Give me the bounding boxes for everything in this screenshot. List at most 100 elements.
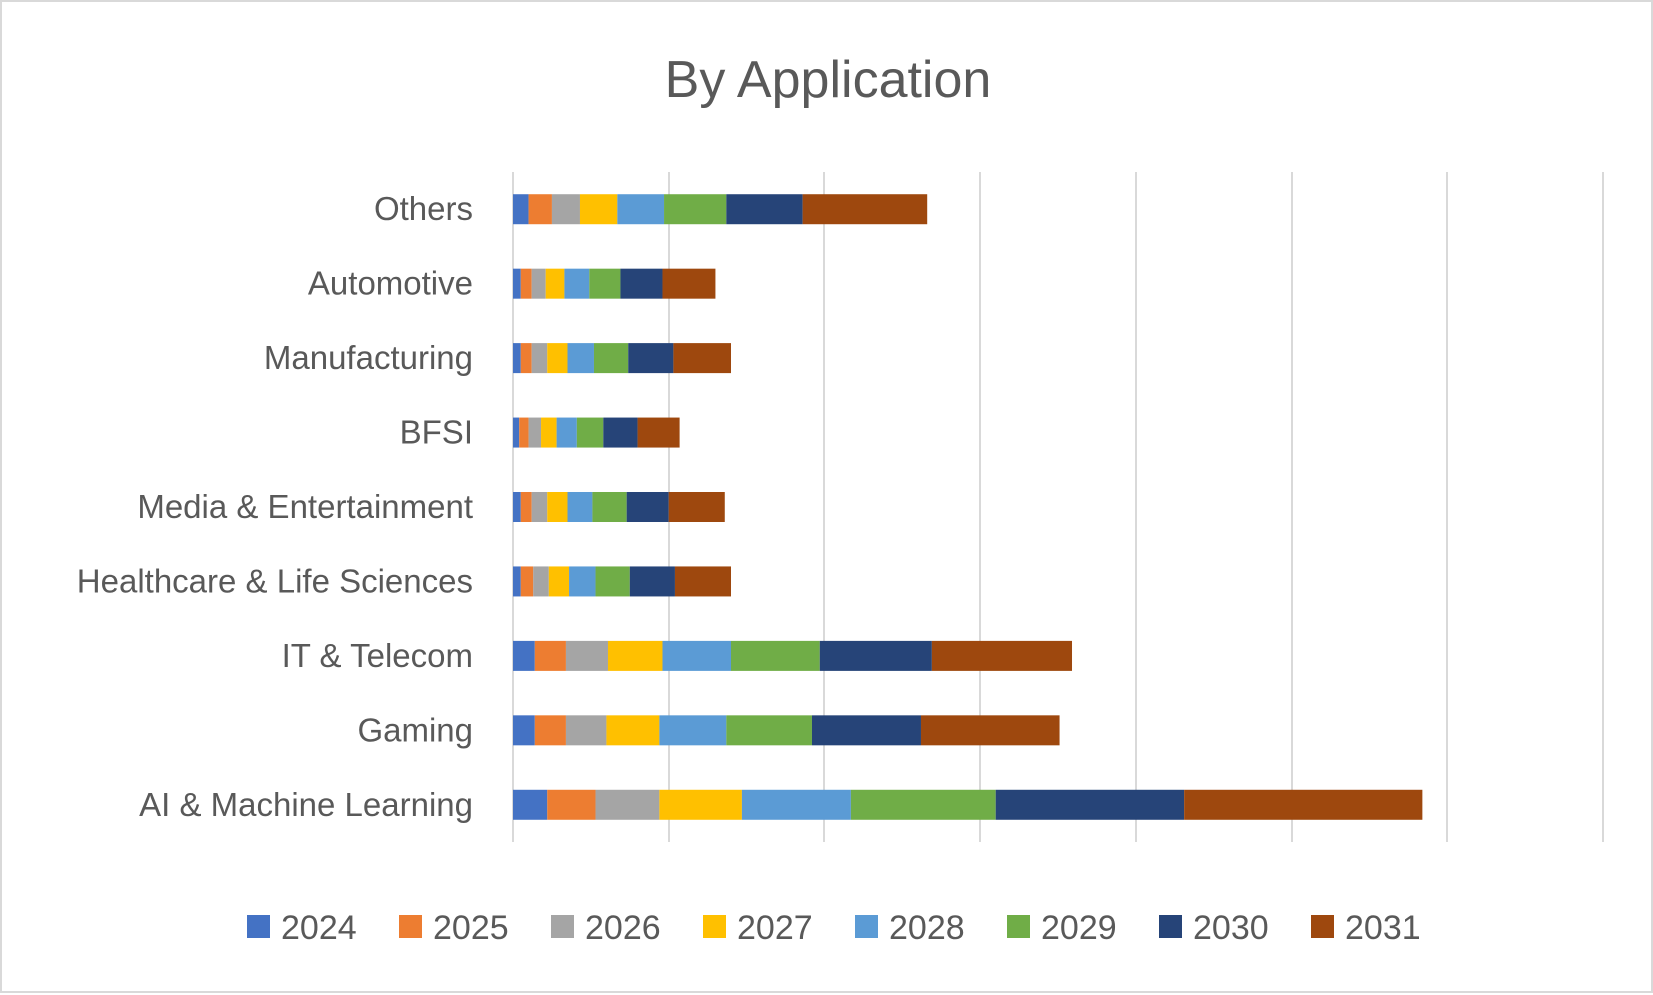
legend: 2024 2025 2026 2027 2028 2029 2030 2031 bbox=[247, 909, 1421, 947]
legend-swatch bbox=[551, 915, 574, 938]
bar-segment bbox=[593, 343, 629, 374]
bar-segment bbox=[548, 566, 570, 597]
legend-label: 2031 bbox=[1345, 909, 1421, 947]
bar-segment bbox=[664, 194, 727, 225]
bar-segment bbox=[513, 789, 548, 820]
bar-segment bbox=[659, 789, 742, 820]
bar-segment bbox=[668, 492, 725, 522]
category-label: Media & Entertainment bbox=[137, 488, 473, 525]
bar-segment bbox=[567, 492, 593, 522]
category-label: Healthcare & Life Sciences bbox=[77, 562, 473, 599]
bar-segment bbox=[520, 492, 532, 522]
category-label: AI & Machine Learning bbox=[139, 786, 473, 823]
bar-segment bbox=[528, 417, 542, 448]
category-label: BFSI bbox=[400, 414, 473, 451]
category-label: Others bbox=[374, 190, 473, 227]
bar-segment bbox=[567, 343, 594, 374]
bar-segment bbox=[534, 715, 566, 746]
legend-swatch bbox=[1007, 915, 1030, 938]
bar-segment bbox=[551, 194, 580, 225]
bar-segment bbox=[1184, 789, 1423, 820]
bar-segment bbox=[541, 417, 557, 448]
bar-segment bbox=[569, 566, 596, 597]
bar-segment bbox=[802, 194, 928, 225]
legend-swatch bbox=[855, 915, 878, 938]
bar-segment bbox=[513, 194, 529, 225]
bar-segment bbox=[637, 417, 680, 448]
bar-segment bbox=[545, 268, 565, 299]
bar-segment bbox=[528, 194, 552, 225]
bar-segment bbox=[726, 194, 803, 225]
legend-label: 2027 bbox=[737, 909, 813, 947]
legend-label: 2029 bbox=[1041, 909, 1117, 947]
bar-segment bbox=[592, 492, 627, 522]
bar-segment bbox=[811, 715, 921, 746]
bar-segment bbox=[520, 566, 534, 597]
category-label: Automotive bbox=[308, 265, 473, 302]
bar-segment bbox=[576, 417, 604, 448]
bar-segment bbox=[920, 715, 1060, 746]
bar-segment bbox=[589, 268, 621, 299]
legend-swatch bbox=[1159, 915, 1182, 938]
bar-segment bbox=[850, 789, 996, 820]
bar-segment bbox=[995, 789, 1185, 820]
bar-segment bbox=[620, 268, 663, 299]
bar-segment bbox=[519, 417, 529, 448]
bar-segment bbox=[556, 417, 577, 448]
category-label: Gaming bbox=[357, 711, 473, 748]
bar-segment bbox=[531, 492, 548, 522]
bar-segment bbox=[547, 343, 568, 374]
legend-swatch bbox=[1311, 915, 1334, 938]
bar-segment bbox=[513, 566, 521, 597]
category-labels: AI & Machine Learning Gaming IT & Telecom H… bbox=[77, 190, 473, 823]
bar-segment bbox=[606, 715, 660, 746]
bar-segment bbox=[513, 343, 521, 374]
legend-label: 2025 bbox=[433, 909, 509, 947]
bar-segment bbox=[595, 566, 630, 597]
bar-segment bbox=[520, 268, 532, 299]
bar-segment bbox=[547, 492, 568, 522]
bar-segment bbox=[513, 268, 521, 299]
bar-segment bbox=[628, 343, 674, 374]
legend-label: 2024 bbox=[281, 909, 357, 947]
category-label: IT & Telecom bbox=[282, 637, 473, 674]
bar-segment bbox=[626, 492, 669, 522]
bar-segment bbox=[565, 715, 607, 746]
bar-segment bbox=[534, 640, 566, 671]
bar-segment bbox=[931, 640, 1073, 671]
bar-segment bbox=[565, 640, 608, 671]
bar-segment bbox=[607, 640, 663, 671]
bar-segment bbox=[564, 268, 590, 299]
bar-segment bbox=[726, 715, 812, 746]
bar-segment bbox=[533, 566, 549, 597]
bar-segment bbox=[531, 343, 548, 374]
chart-title: By Application bbox=[665, 51, 992, 109]
bar-segment bbox=[520, 343, 532, 374]
bars bbox=[513, 194, 1423, 820]
bar-segment bbox=[579, 194, 618, 225]
bar-segment bbox=[595, 789, 660, 820]
legend-label: 2026 bbox=[585, 909, 661, 947]
bar-segment bbox=[662, 268, 716, 299]
bar-segment bbox=[673, 343, 731, 374]
category-label: Manufacturing bbox=[264, 339, 473, 376]
bar-segment bbox=[617, 194, 665, 225]
bar-segment bbox=[547, 789, 596, 820]
bar-segment bbox=[819, 640, 932, 671]
bar-segment bbox=[531, 268, 546, 299]
legend-swatch bbox=[399, 915, 422, 938]
bar-segment bbox=[662, 640, 731, 671]
bar-segment bbox=[741, 789, 851, 820]
bar-segment bbox=[659, 715, 727, 746]
bar-segment bbox=[603, 417, 638, 448]
bar-segment bbox=[629, 566, 675, 597]
bar-segment bbox=[513, 640, 535, 671]
legend-label: 2028 bbox=[889, 909, 965, 947]
bar-segment bbox=[513, 492, 521, 522]
bar-segment bbox=[674, 566, 731, 597]
bar-segment bbox=[513, 417, 520, 448]
bar-segment bbox=[731, 640, 820, 671]
legend-swatch bbox=[703, 915, 726, 938]
